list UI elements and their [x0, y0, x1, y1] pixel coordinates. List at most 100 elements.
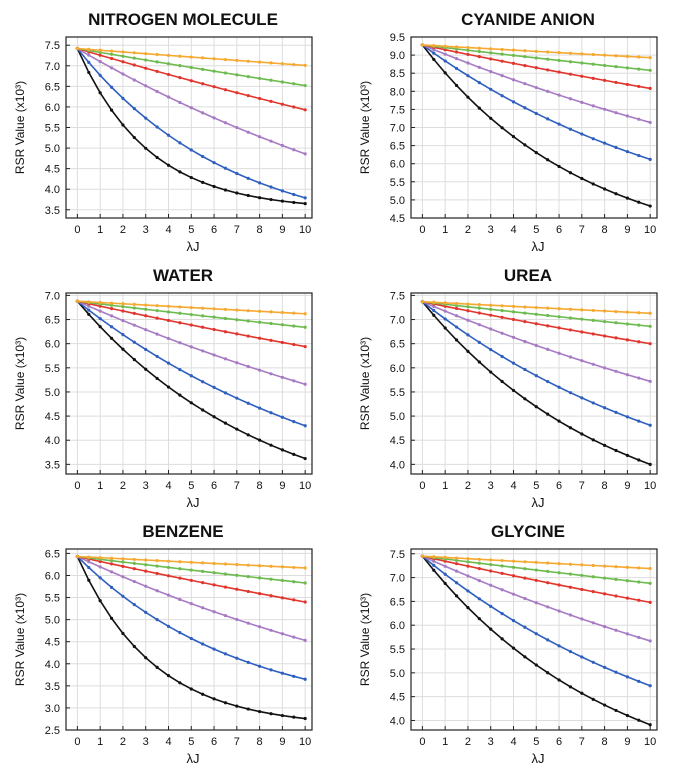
data-point-black	[546, 671, 550, 675]
panel-benzene: BENZENE 0 1 2 3 4 5 6 7 8 9 10 2.5 3.0 3.5 4.0 4.5 5.0 5.5…	[0, 512, 330, 773]
y-tick-label: 4.0	[45, 659, 60, 671]
data-point-orange	[489, 303, 493, 307]
x-tick-label: 8	[257, 480, 263, 492]
data-point-purple	[269, 628, 273, 632]
data-point-green	[303, 581, 307, 585]
data-point-red	[280, 102, 284, 106]
data-point-orange	[280, 310, 284, 315]
data-point-blue	[614, 145, 618, 150]
y-tick-label: 5.5	[390, 644, 405, 656]
chart-svg: BENZENE 0 1 2 3 4 5 6 7 8 9 10 2.5 3.0 3.5 4.0 4.5 5.0 5.5…	[13, 522, 313, 766]
data-point-purple	[178, 100, 182, 105]
data-point-orange	[258, 60, 262, 64]
data-point-purple	[212, 116, 216, 120]
y-axis-label: RSR Value (x10³)	[358, 81, 372, 174]
data-point-orange	[557, 562, 561, 566]
data-point-orange	[477, 46, 481, 50]
data-point-red	[109, 307, 114, 311]
y-tick-label: 6.0	[390, 159, 405, 171]
data-point-blue	[534, 111, 538, 116]
data-point-red	[98, 304, 102, 308]
data-point-red	[144, 66, 148, 70]
data-point-purple	[637, 635, 641, 640]
data-point-black	[637, 718, 641, 722]
data-point-red	[223, 330, 228, 334]
data-point-purple	[212, 353, 216, 357]
data-point-black	[603, 703, 607, 707]
data-point-purple	[454, 569, 459, 573]
data-point-blue	[189, 148, 193, 152]
data-point-green	[625, 66, 629, 70]
data-point-orange	[292, 565, 296, 570]
data-point-orange	[614, 54, 618, 58]
x-tick-label: 1	[442, 736, 448, 748]
data-point-purple	[591, 621, 595, 625]
data-point-red	[144, 314, 148, 318]
data-point-green	[557, 315, 561, 319]
y-tick-label: 4.5	[45, 411, 60, 423]
data-point-green	[246, 75, 250, 79]
y-tick-label: 7.5	[390, 549, 405, 561]
data-point-red	[546, 68, 550, 72]
chart-title: NITROGEN MOLECULE	[88, 10, 278, 29]
x-tick-label: 7	[579, 224, 585, 236]
data-point-black	[155, 155, 159, 160]
data-point-red	[603, 334, 607, 338]
data-point-black	[614, 448, 618, 453]
data-point-blue	[223, 166, 228, 170]
data-point-black	[246, 193, 250, 198]
data-point-red	[637, 598, 641, 602]
data-point-purple	[235, 125, 239, 130]
data-point-orange	[189, 305, 193, 310]
data-point-red	[303, 108, 307, 112]
x-tick-label: 8	[602, 736, 608, 748]
y-tick-label: 6.0	[45, 339, 60, 351]
data-point-purple	[98, 565, 102, 569]
data-point-orange	[98, 48, 102, 52]
data-point-blue	[614, 670, 618, 674]
data-point-red	[489, 569, 493, 573]
data-point-blue	[511, 618, 516, 623]
data-point-black	[98, 91, 102, 95]
chart-svg: NITROGEN MOLECULE 0 1 2 3 4 5 6 7 8 9 10 3.5 4.0 4.5 5.…	[13, 10, 313, 254]
plot-frame	[410, 292, 658, 475]
data-point-purple	[500, 74, 504, 78]
plot-frame	[65, 292, 313, 475]
y-tick-label: 7.5	[390, 290, 405, 302]
data-point-red	[235, 587, 239, 591]
data-point-blue	[212, 647, 216, 651]
x-tick-label: 7	[234, 736, 240, 748]
data-point-red	[166, 318, 171, 323]
data-point-red	[466, 309, 470, 313]
data-point-blue	[144, 116, 148, 120]
data-point-blue	[303, 677, 307, 681]
data-point-black	[144, 367, 148, 371]
data-point-purple	[443, 564, 447, 568]
data-point-green	[466, 560, 470, 564]
chart-title: GLYCINE	[491, 522, 565, 541]
plot-frame	[65, 548, 313, 731]
y-tick-label: 7.0	[45, 290, 60, 302]
data-point-blue	[246, 660, 250, 664]
data-point-black	[166, 674, 171, 678]
x-tick-label: 10	[644, 224, 656, 236]
x-tick-label: 3	[488, 480, 494, 492]
data-point-black	[466, 606, 470, 610]
data-point-blue	[557, 122, 561, 126]
data-point-orange	[648, 566, 652, 571]
data-point-purple	[603, 624, 607, 629]
data-point-purple	[292, 379, 296, 383]
data-point-orange	[443, 301, 447, 305]
data-point-black	[292, 452, 296, 456]
data-point-red	[454, 306, 459, 311]
data-point-red	[477, 311, 481, 315]
data-point-red	[269, 338, 273, 342]
data-point-orange	[166, 53, 171, 57]
data-point-red	[223, 88, 228, 92]
data-point-orange	[591, 308, 595, 313]
data-point-blue	[454, 325, 459, 329]
data-point-purple	[246, 364, 250, 369]
data-point-green	[625, 322, 629, 326]
data-point-green	[258, 320, 262, 324]
data-point-black	[477, 617, 481, 621]
